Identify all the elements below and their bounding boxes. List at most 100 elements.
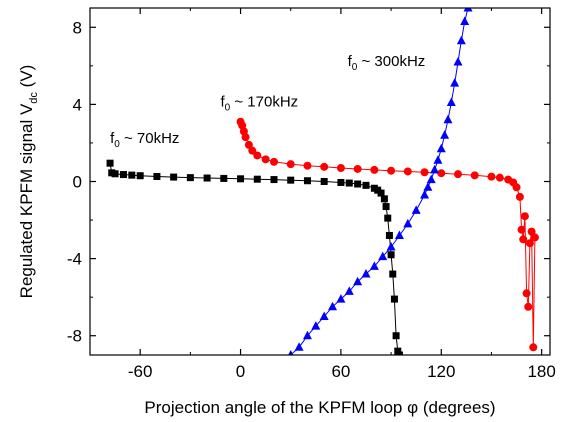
data-point <box>453 56 463 66</box>
data-point <box>380 195 388 203</box>
data-point <box>450 78 460 87</box>
annotation-70khz: f0 ~ 70kHz <box>110 130 179 150</box>
data-point <box>426 174 436 184</box>
data-point <box>106 159 114 167</box>
data-point <box>423 182 433 191</box>
y-axis-title: Regulated KPFM signal Vdc (V) <box>17 65 40 299</box>
series-layer <box>106 8 539 355</box>
series-1 <box>236 117 539 352</box>
y-tick-label: 8 <box>73 18 82 37</box>
data-point <box>237 175 245 183</box>
data-point <box>385 231 393 239</box>
data-point <box>512 183 521 192</box>
data-point <box>336 164 345 173</box>
series-2 <box>288 8 473 355</box>
data-point <box>403 167 412 176</box>
y-axis-title-sub: dc <box>28 92 40 104</box>
data-point <box>522 289 531 298</box>
data-point <box>456 35 466 45</box>
y-tick-label: 4 <box>73 95 82 114</box>
data-point <box>487 172 496 181</box>
data-point <box>253 175 261 183</box>
x-tick-label: 120 <box>427 362 455 381</box>
data-point <box>437 169 446 178</box>
data-point <box>387 166 396 175</box>
data-point <box>394 347 402 355</box>
data-point <box>119 171 127 179</box>
data-point <box>354 180 362 188</box>
data-point <box>403 218 413 228</box>
data-point <box>517 225 526 234</box>
data-point <box>394 230 404 239</box>
data-point <box>436 143 446 153</box>
data-point <box>386 242 396 251</box>
data-point <box>395 351 403 355</box>
data-point <box>353 276 363 286</box>
data-point <box>320 162 329 171</box>
data-point <box>261 155 270 164</box>
x-tick-label: 180 <box>527 362 555 381</box>
data-point <box>411 205 421 214</box>
data-point <box>524 302 533 311</box>
data-point <box>460 16 470 25</box>
data-point <box>336 294 346 303</box>
y-tick-label: -8 <box>67 327 82 346</box>
data-point <box>515 192 524 201</box>
data-point <box>519 235 528 244</box>
data-point <box>248 146 257 155</box>
data-point <box>446 97 456 106</box>
x-tick-label: -60 <box>128 362 153 381</box>
data-point <box>319 311 329 320</box>
y-tick-label: -4 <box>67 250 82 269</box>
data-point <box>382 203 390 211</box>
data-point <box>454 170 462 179</box>
data-point <box>345 179 353 187</box>
data-point <box>186 174 194 182</box>
data-point <box>443 114 453 124</box>
data-point <box>302 330 312 340</box>
data-point <box>287 176 295 184</box>
x-tick-label: 60 <box>331 362 350 381</box>
x-axis-title: Projection angle of the KPFM loop φ (deg… <box>144 398 495 417</box>
data-point <box>361 269 371 278</box>
data-point <box>344 286 354 295</box>
y-tick-label: 0 <box>73 173 82 192</box>
data-point <box>294 342 304 351</box>
ticks-layer: -60 0 60 120 180 -8 -4 0 4 8 <box>67 8 556 381</box>
data-point <box>370 165 379 174</box>
data-point <box>463 8 473 12</box>
data-point <box>111 170 119 178</box>
data-point <box>384 214 392 222</box>
data-point <box>253 151 262 160</box>
data-point <box>128 171 136 179</box>
data-point <box>525 239 534 248</box>
data-point <box>320 178 328 185</box>
data-point <box>303 161 312 170</box>
data-point <box>241 133 250 142</box>
data-point <box>311 321 321 330</box>
data-point <box>390 295 398 303</box>
data-point <box>529 343 538 352</box>
data-point <box>286 160 295 169</box>
data-point <box>203 174 211 182</box>
data-point <box>530 233 539 242</box>
annotation-300khz: f0 ~ 300kHz <box>348 53 426 73</box>
data-point <box>220 174 228 182</box>
data-point <box>136 172 144 180</box>
series-0 <box>106 159 403 355</box>
data-point <box>270 176 278 184</box>
data-point <box>495 173 504 182</box>
data-point <box>369 261 379 270</box>
data-point <box>392 332 400 340</box>
data-point <box>353 164 362 173</box>
data-point <box>378 251 388 261</box>
data-point <box>362 181 370 189</box>
data-point <box>337 178 345 186</box>
data-point <box>153 172 161 180</box>
data-point <box>470 171 479 180</box>
data-point <box>433 155 443 164</box>
data-point <box>377 189 385 197</box>
y-axis-title-unit: (V) <box>17 65 36 92</box>
y-axis-title-main: Regulated KPFM signal V <box>17 103 36 298</box>
